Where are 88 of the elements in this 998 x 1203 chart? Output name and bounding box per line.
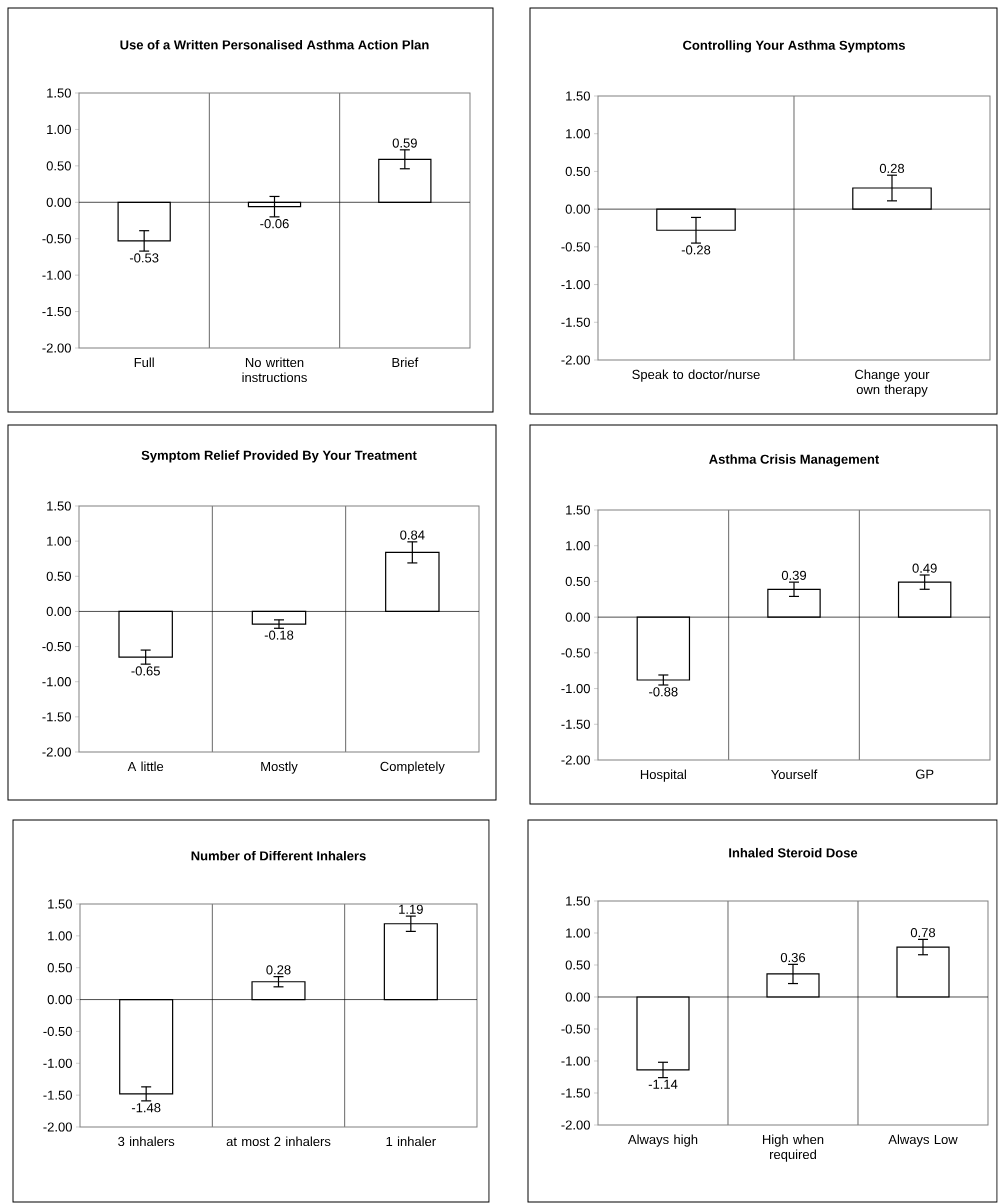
data-label: -0.06	[260, 219, 289, 229]
x-tick-label: Mostly	[261, 761, 298, 774]
y-tick-label: 0.00	[565, 204, 590, 214]
y-tick-label: 0.00	[47, 994, 72, 1005]
y-tick-label: 1.00	[48, 931, 72, 941]
x-tick-label: Brief	[392, 357, 419, 368]
y-tick-label: -0.50	[561, 1024, 590, 1034]
x-tick-label: High when required	[762, 1134, 824, 1162]
y-tick-label: 1.00	[47, 536, 71, 546]
y-tick-label: -1.50	[561, 719, 590, 729]
data-label: 0.49	[912, 563, 937, 573]
data-label: 0.78	[910, 927, 936, 938]
y-tick-label: -1.50	[561, 317, 590, 327]
data-label: 0.28	[879, 163, 905, 173]
y-tick-label: 1.00	[566, 541, 590, 551]
x-tick-label: 1 inhaler	[386, 1136, 436, 1147]
y-tick-label: 0.50	[565, 576, 590, 587]
y-tick-label: -2.00	[42, 747, 71, 757]
data-label: 0.59	[392, 138, 417, 148]
y-tick-label: 1.50	[48, 899, 72, 909]
y-tick-label: -1.50	[42, 712, 71, 722]
y-tick-label: 1.00	[47, 124, 71, 135]
x-tick-label: Always Low	[888, 1134, 958, 1147]
y-tick-label: -0.50	[42, 234, 71, 244]
x-tick-label: Change your own therapy	[855, 369, 930, 397]
chart-title: Asthma Crisis Management	[709, 454, 880, 467]
y-tick-label: -1.00	[561, 279, 590, 290]
x-tick-label: A little	[127, 761, 164, 772]
data-label: 1.19	[399, 904, 423, 914]
y-tick-label: 0.50	[46, 161, 71, 171]
data-label: -0.53	[129, 253, 159, 263]
y-tick-label: -1.00	[42, 677, 71, 687]
data-label: -0.28	[681, 245, 711, 255]
chart-title: Inhaled Steroid Dose	[729, 847, 858, 858]
x-tick-label: 3 inhalers	[118, 1136, 175, 1147]
y-tick-label: 1.50	[566, 505, 590, 515]
chart-title: Number of Different Inhalers	[191, 850, 366, 861]
x-tick-label: at most 2 inhalers	[226, 1136, 331, 1147]
y-tick-label: -0.50	[42, 641, 71, 652]
y-tick-label: 0.00	[46, 197, 71, 207]
data-label: -1.48	[131, 1103, 161, 1113]
y-tick-label: -1.00	[42, 270, 71, 280]
x-tick-label: Completely	[380, 761, 445, 774]
y-tick-label: 0.50	[565, 960, 590, 970]
chart-title: Controlling Your Asthma Symptoms	[683, 40, 905, 53]
x-tick-label: Speak to doctor/nurse	[632, 369, 760, 382]
y-tick-label: -2.00	[43, 1122, 72, 1132]
x-tick-label: GP	[915, 769, 934, 779]
y-tick-label: 1.50	[47, 501, 71, 511]
y-tick-label: 1.50	[566, 91, 590, 101]
x-tick-label: Hospital	[640, 769, 686, 782]
y-tick-label: 1.00	[566, 928, 590, 938]
y-tick-label: -2.00	[42, 343, 71, 353]
y-tick-label: 0.00	[565, 612, 590, 622]
y-tick-label: 0.50	[46, 571, 71, 581]
y-tick-label: -1.50	[42, 306, 71, 317]
data-label: 0.39	[781, 570, 807, 580]
y-tick-label: -1.00	[561, 683, 590, 694]
y-tick-label: 1.50	[47, 88, 71, 98]
y-tick-label: -1.00	[43, 1058, 72, 1068]
y-tick-label: 1.50	[566, 896, 590, 906]
y-tick-label: -0.50	[43, 1026, 72, 1037]
y-tick-label: -2.00	[561, 755, 590, 765]
y-tick-label: 0.50	[47, 963, 72, 973]
data-label: 0.36	[780, 952, 806, 963]
data-label: -0.18	[264, 630, 294, 640]
x-tick-label: No written instructions	[242, 357, 307, 383]
y-tick-label: -2.00	[561, 1120, 590, 1130]
y-tick-label: 0.00	[46, 606, 71, 617]
y-tick-label: -1.50	[43, 1090, 72, 1100]
y-tick-label: 0.50	[565, 166, 590, 177]
y-tick-label: -0.50	[561, 648, 590, 658]
y-tick-label: -1.50	[561, 1088, 590, 1098]
y-tick-label: -1.00	[561, 1056, 590, 1066]
x-tick-label: Always high	[627, 1134, 698, 1147]
x-tick-label: Yourself	[771, 769, 818, 780]
data-label: 0.84	[400, 530, 425, 540]
y-tick-label: -2.00	[561, 355, 590, 365]
y-tick-label: 0.00	[565, 992, 590, 1002]
x-tick-label: Full	[134, 357, 154, 368]
data-label: -0.65	[131, 666, 160, 676]
data-label: 0.28	[266, 965, 291, 975]
y-tick-label: -0.50	[561, 242, 590, 252]
chart-title: Symptom Relief Provided By Your Treatment	[141, 450, 417, 463]
y-tick-label: 1.00	[566, 129, 590, 139]
data-label: -0.88	[649, 687, 678, 697]
data-label: -1.14	[648, 1079, 678, 1089]
chart-title: Use of a Written Personalised Asthma Action Plan	[120, 39, 429, 50]
